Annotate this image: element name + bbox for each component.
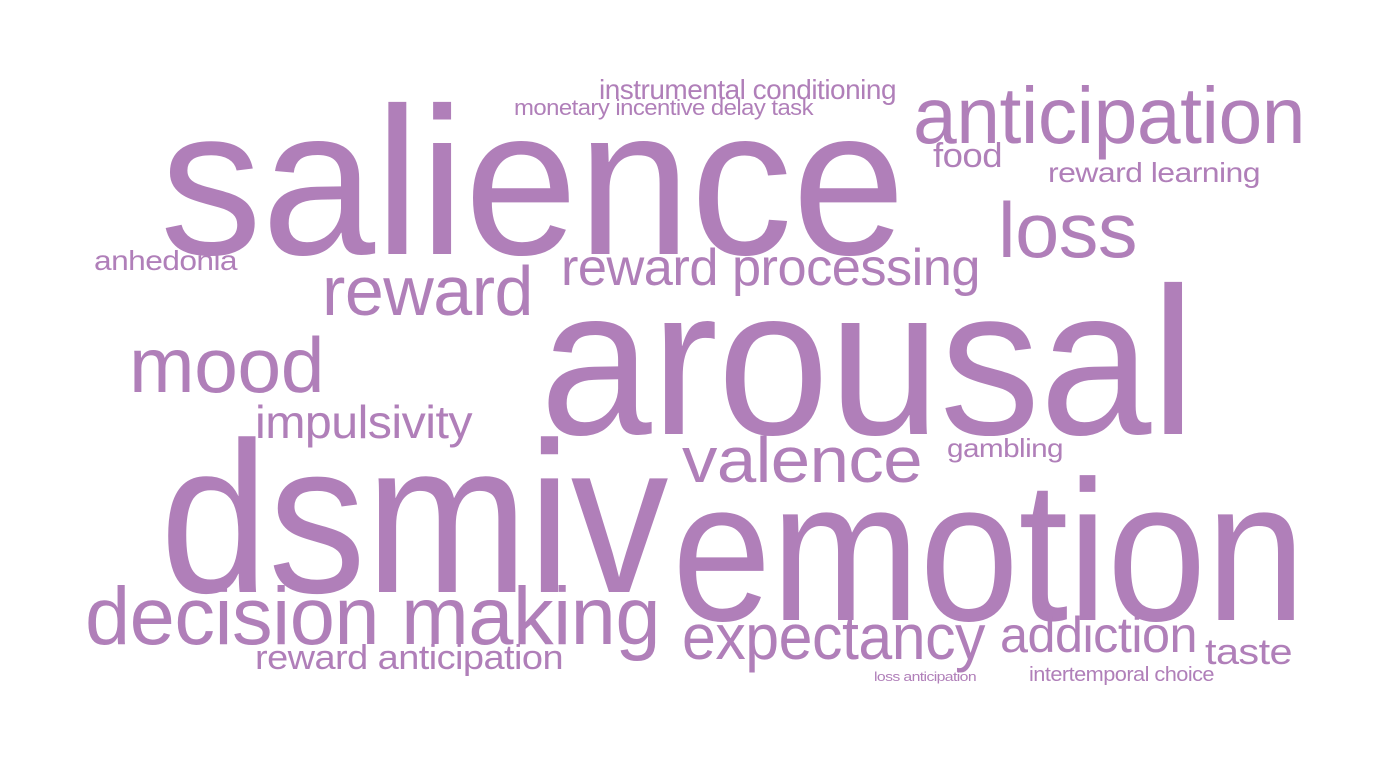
word-loss-anticipation: loss anticipation bbox=[874, 668, 977, 684]
word-monetary-incentive-delay-task: monetary incentive delay task bbox=[514, 95, 814, 121]
word-reward-anticipation: reward anticipation bbox=[255, 638, 564, 677]
word-impulsivity: impulsivity bbox=[255, 396, 473, 449]
word-mood: mood bbox=[129, 320, 325, 409]
word-reward-learning: reward learning bbox=[1048, 156, 1261, 188]
word-addiction: addiction bbox=[1000, 607, 1198, 663]
word-valence: valence bbox=[682, 423, 923, 496]
word-food: food bbox=[933, 136, 1003, 175]
word-decision-making: decision making bbox=[85, 571, 661, 663]
word-salience: salience bbox=[160, 64, 906, 299]
word-instrumental-conditioning: instrumental conditioning bbox=[599, 73, 897, 105]
word-anhedonia: anhedonia bbox=[94, 244, 238, 276]
word-anticipation: anticipation bbox=[913, 71, 1305, 160]
word-loss: loss bbox=[998, 185, 1138, 274]
word-reward-processing: reward processing bbox=[561, 239, 981, 298]
word-gambling: gambling bbox=[947, 433, 1064, 464]
word-reward: reward bbox=[322, 252, 533, 330]
word-dsmiv: dsmiv bbox=[160, 397, 669, 638]
word-taste: taste bbox=[1205, 631, 1293, 673]
word-arousal: arousal bbox=[540, 244, 1195, 479]
word-intertemporal-choice: intertemporal choice bbox=[1029, 664, 1215, 686]
word-expectancy: expectancy bbox=[682, 600, 986, 673]
word-emotion: emotion bbox=[672, 440, 1305, 663]
